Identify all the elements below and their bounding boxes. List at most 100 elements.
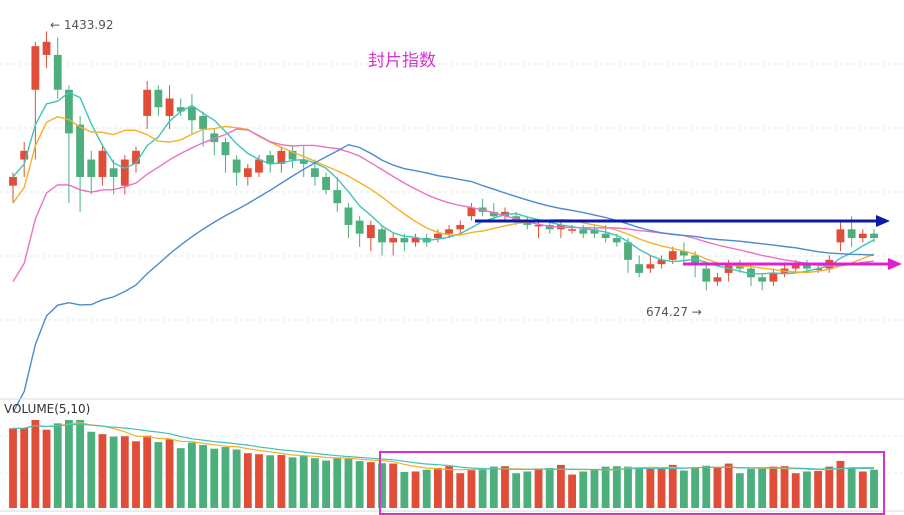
candle-body [657,259,666,265]
volume-bar [467,470,476,508]
min-label: 674.27 → [646,305,702,319]
volume-bar [668,464,677,508]
volume-bar [802,471,811,508]
candle-body [355,220,364,234]
candle-body [836,229,845,243]
candle-body [255,159,263,173]
volume-bar [836,460,845,508]
ma-line-ma10 [12,116,875,274]
candle-body [545,224,554,230]
volume-bar [232,449,241,508]
candle-body [847,229,856,239]
candle-body [679,251,688,256]
candle-body [635,264,644,273]
candle-body [769,272,778,282]
ma-line-ma20 [12,128,875,282]
candle-body [534,224,543,227]
candle-body [433,233,442,239]
volume-bar [31,420,40,508]
candle-body [221,142,230,156]
candle-body [489,211,498,217]
candle-body [590,229,599,234]
candle-body [378,229,386,243]
volume-bar [556,464,565,508]
candle-body [143,89,152,116]
volume-bar [545,467,554,508]
candle-body [243,168,252,177]
candle-body [568,229,577,231]
volume-bar [389,463,398,508]
volume-bar [42,429,51,508]
volume-bar [76,420,85,508]
volume-bar [590,469,599,508]
volume-bar [277,455,286,508]
candle-body [802,264,811,269]
candle-body [601,233,610,239]
candle-body [366,224,375,239]
volume-label: VOLUME(5,10) [4,402,90,416]
candle-body [456,224,465,230]
volume-bar [769,466,778,508]
volume-bar [299,455,308,508]
volume-bar [422,469,431,508]
volume-bar [501,466,509,508]
candle-body [187,107,196,121]
volume-averages [12,421,875,471]
candle-body [322,176,331,191]
volume-bar [758,468,767,508]
volume-bar [691,467,700,508]
candle-body [120,159,129,186]
volume-bar [679,470,688,508]
candle-body [132,150,140,164]
ma-line-ma5 [12,91,875,275]
magenta-arrow [683,258,902,270]
volume-bar [87,431,96,508]
moving-averages [12,91,875,413]
volume-bar [9,428,17,508]
volume-bar [266,455,275,508]
volume-bar [366,462,375,508]
volume-bar [612,466,621,508]
candle-body [791,264,800,269]
volume-highlight-box [379,451,885,515]
volume-bar [98,434,107,508]
volume-bar [255,454,263,508]
volume-bar [523,471,532,508]
candle-body [758,277,767,282]
candle-body [579,229,588,234]
candle-body [747,268,755,278]
volume-bar [858,471,867,508]
volume-bar [534,468,543,508]
volume-bar [176,448,185,508]
volume-bar [64,420,73,508]
candle-body [612,238,621,243]
candle-body [288,150,297,160]
volume-bar [624,466,632,508]
candle-body [646,264,655,269]
candle-body [277,150,286,164]
volume-bar [456,473,465,508]
candle-body [109,168,118,177]
volume-bar [825,466,834,508]
volume-bar [724,463,733,508]
volume-bar [713,467,722,508]
candle-body [713,277,722,282]
volume-bar [221,447,230,508]
candle-body [691,255,700,265]
candle-body [445,229,454,234]
volume-bar [322,460,331,508]
candle-body [9,176,17,186]
candle-body [858,233,867,239]
volume-bar [378,463,386,508]
volume-bar [512,473,521,508]
volume-bar [433,467,442,508]
volume-bar [355,461,364,508]
volume-bar [310,458,319,508]
volume-bar [154,442,163,508]
max-label: ← 1433.92 [50,18,114,32]
candle-body [266,155,275,164]
volume-bar [20,428,29,508]
candle-body [624,242,632,260]
candle-body [702,268,711,282]
